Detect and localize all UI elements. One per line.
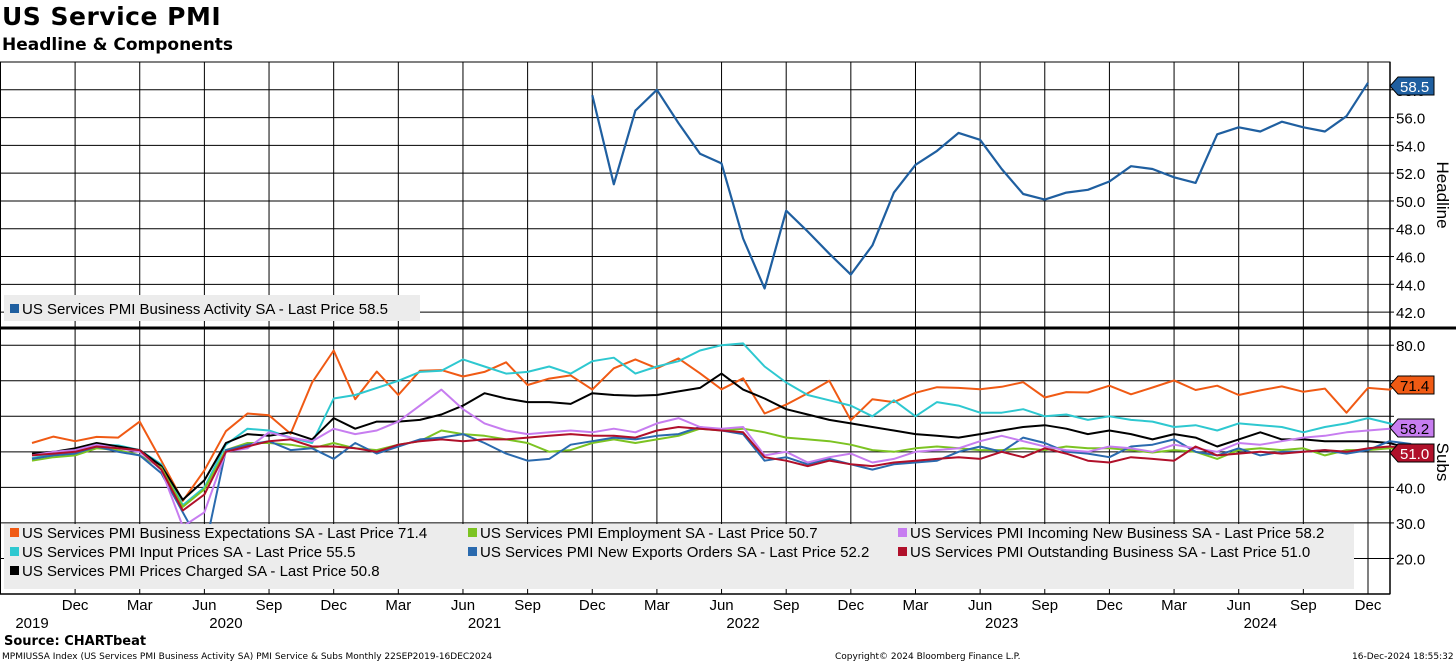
legend-swatch — [10, 528, 19, 537]
x-year-label: 2021 — [468, 615, 501, 632]
x-tick-label: Sep — [773, 597, 800, 614]
expectations-series-line — [31, 349, 1412, 502]
legend-entry: US Services PMI Input Prices SA - Last P… — [22, 544, 355, 561]
y-tick-label: 54.0 — [1396, 138, 1425, 155]
x-year-label: 2022 — [726, 615, 759, 632]
headline-series-line — [591, 82, 1369, 290]
last-value-tag-shape — [1389, 443, 1435, 463]
x-year-label: 2020 — [209, 615, 242, 632]
last-value-tag-label: 58.5 — [1400, 79, 1429, 96]
legend-background — [4, 524, 1354, 589]
legend-entry: US Services PMI Prices Charged SA - Last… — [22, 563, 380, 580]
y-tick-label: 40.0 — [1396, 480, 1425, 497]
x-tick-label: Mar — [127, 597, 153, 614]
last-value-tag-shape — [1389, 76, 1435, 96]
x-tick-label: Sep — [256, 597, 283, 614]
x-tick-label: Jun — [709, 597, 733, 614]
x-tick-label: Jun — [192, 597, 216, 614]
x-tick-label: Mar — [1161, 597, 1187, 614]
y-tick-label: 30.0 — [1396, 516, 1425, 533]
legend-swatch — [898, 528, 907, 537]
x-tick-label: Mar — [385, 597, 411, 614]
y-tick-label: 80.0 — [1396, 338, 1425, 355]
x-tick-label: Mar — [644, 597, 670, 614]
legend-entry: US Services PMI Business Activity SA - L… — [22, 301, 388, 318]
outstanding_business-series-line — [31, 426, 1412, 512]
outstanding-last-value-tag: 51.0 — [1389, 443, 1435, 463]
y-tick-label: 42.0 — [1396, 305, 1425, 322]
y-tick-label: 50.0 — [1396, 194, 1425, 211]
x-tick-label: Dec — [1096, 597, 1123, 614]
x-tick-label: Jun — [968, 597, 992, 614]
y-tick-label: 20.0 — [1396, 551, 1425, 568]
y-axis-title-headline: Headline — [1433, 161, 1452, 228]
x-year-label: 2023 — [985, 615, 1018, 632]
legend-swatch — [10, 304, 19, 313]
y-axis-title-subs: Subs — [1433, 443, 1452, 482]
chart-subtitle: Headline & Components — [2, 35, 234, 55]
index-note: MPMIUSSA Index (US Services PMI Business… — [2, 652, 493, 662]
x-tick-label: Sep — [514, 597, 541, 614]
copyright-note: Copyright© 2024 Bloomberg Finance L.P. — [835, 652, 1021, 662]
x-tick-label: Dec — [1355, 597, 1382, 614]
x-tick-label: Dec — [837, 597, 864, 614]
y-tick-label: 52.0 — [1396, 166, 1425, 183]
last-value-tag-label: 51.0 — [1400, 446, 1429, 463]
x-tick-label: Dec — [62, 597, 89, 614]
source-note: Source: CHARTbeat — [4, 634, 147, 649]
last-value-tag-label: 58.2 — [1400, 421, 1429, 438]
legend-entry: US Services PMI Outstanding Business SA … — [910, 544, 1310, 561]
x-year-label: 2024 — [1244, 615, 1277, 632]
legend-swatch — [10, 547, 19, 556]
legend-entry: US Services PMI Employment SA - Last Pri… — [480, 525, 818, 542]
x-tick-label: Jun — [1227, 597, 1251, 614]
chart-title: US Service PMI — [2, 2, 222, 31]
y-tick-label: 44.0 — [1396, 277, 1425, 294]
timestamp: 16-Dec-2024 18:55:32 — [1352, 652, 1454, 662]
y-tick-label: 46.0 — [1396, 250, 1425, 267]
x-tick-label: Dec — [579, 597, 606, 614]
last-value-tag-shape — [1389, 375, 1435, 395]
legend-entry: US Services PMI Incoming New Business SA… — [910, 525, 1324, 542]
legend-entry: US Services PMI Business Expectations SA… — [22, 525, 427, 542]
x-tick-label: Dec — [320, 597, 347, 614]
last-value-tag-label: 71.4 — [1400, 378, 1429, 395]
legend-swatch — [468, 528, 477, 537]
legend-entry: US Services PMI New Exports Orders SA - … — [480, 544, 869, 561]
legend-swatch — [898, 547, 907, 556]
components-legend: US Services PMI Business Expectations SA… — [4, 524, 1354, 589]
legend-swatch — [10, 566, 19, 575]
x-tick-label: Mar — [903, 597, 929, 614]
last-value-tag-shape — [1389, 418, 1435, 438]
x-year-label: 2019 — [15, 615, 48, 632]
headline-legend: US Services PMI Business Activity SA - L… — [4, 295, 420, 321]
y-tick-label: 48.0 — [1396, 222, 1425, 239]
x-tick-label: Jun — [451, 597, 475, 614]
x-tick-label: Sep — [1031, 597, 1058, 614]
headline-last-value-tag: 58.5 — [1389, 76, 1435, 96]
input_prices-series-line — [31, 342, 1412, 507]
incoming-last-value-tag: 58.2 — [1389, 418, 1435, 438]
x-tick-label: Sep — [1290, 597, 1317, 614]
prices_charged-series-line — [31, 372, 1412, 501]
legend-background — [4, 295, 420, 321]
legend-swatch — [468, 547, 477, 556]
incoming_new_business-series-line — [31, 388, 1412, 528]
y-tick-label: 56.0 — [1396, 111, 1425, 128]
expectations-last-value-tag: 71.4 — [1389, 375, 1435, 395]
